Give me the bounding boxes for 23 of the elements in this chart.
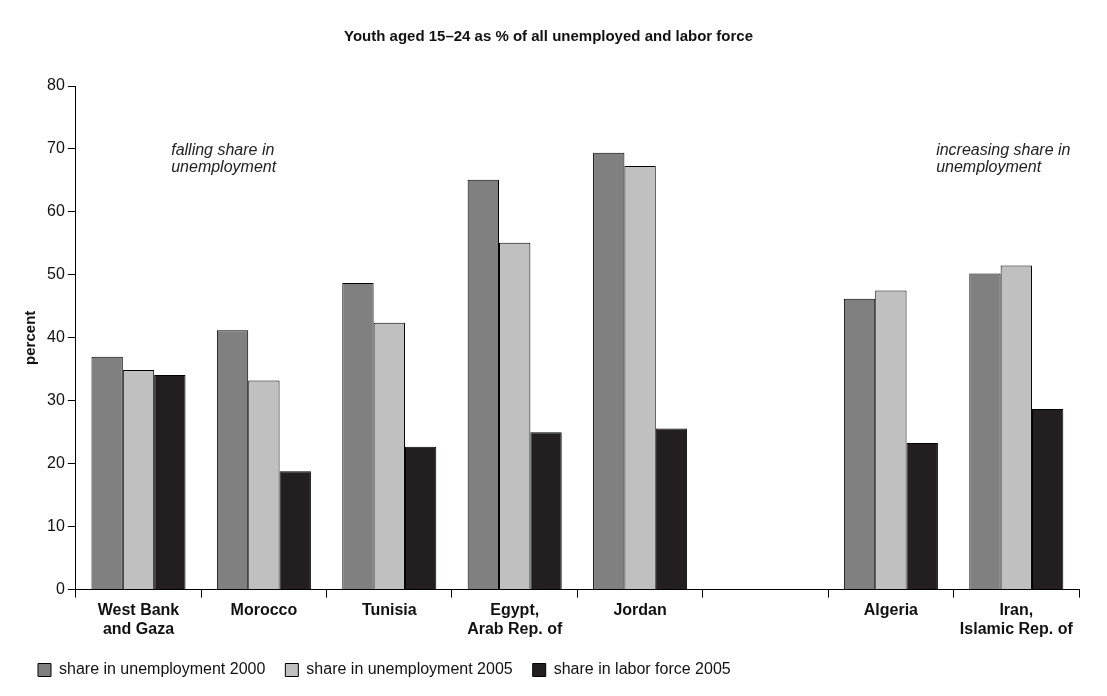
y-tick-label: 80: [47, 76, 65, 94]
x-tick-label: West Bank and Gaza: [97, 600, 180, 637]
x-tick-label: Jordan: [613, 600, 667, 618]
legend-label: share in unemployment 2000: [59, 660, 266, 678]
y-axis-title: percent: [21, 310, 39, 365]
y-tick-label: 10: [47, 517, 65, 535]
annotation: increasing share in unemployment: [936, 141, 1071, 176]
annotation: falling share in unemployment: [171, 141, 277, 176]
y-tick-label: 60: [47, 202, 65, 220]
chart-title: Youth aged 15–24 as % of all unemployed and labor force: [344, 27, 753, 45]
y-tick-label: 20: [47, 454, 65, 472]
x-tick-label: Algeria: [863, 600, 919, 618]
y-tick-label: 30: [47, 391, 65, 409]
legend-label: share in unemployment 2005: [306, 660, 513, 678]
y-tick-label: 0: [55, 580, 65, 598]
x-tick-label: Egypt, Arab Rep. of: [467, 600, 563, 637]
y-tick-label: 40: [47, 328, 65, 346]
y-tick-label: 70: [47, 139, 65, 157]
x-tick-label: Tunisia: [361, 600, 417, 618]
legend-label: share in labor force 2005: [553, 660, 731, 678]
y-tick-label: 50: [47, 265, 65, 283]
x-tick-label: Iran, Islamic Rep. of: [959, 600, 1074, 637]
x-tick-label: Morocco: [230, 600, 298, 618]
